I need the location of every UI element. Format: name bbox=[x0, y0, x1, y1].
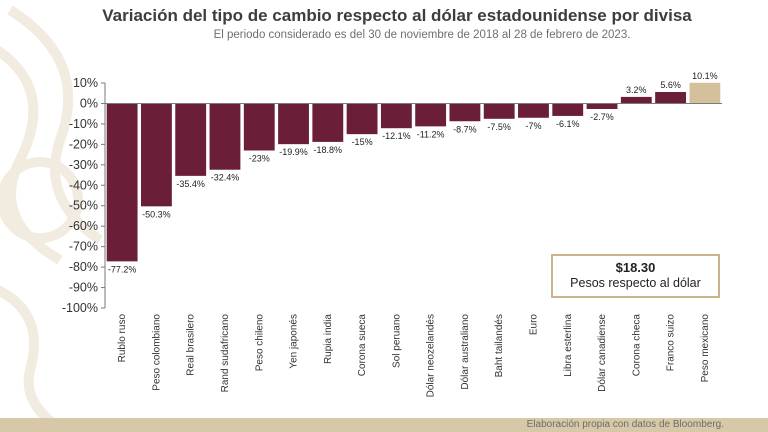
data-label: -23% bbox=[249, 154, 270, 164]
x-tick-label: Euro bbox=[528, 314, 539, 336]
data-label: -77.2% bbox=[108, 264, 137, 274]
bar bbox=[620, 96, 652, 104]
footer-bar: Elaboración propia con datos de Bloomber… bbox=[0, 418, 768, 432]
x-tick-label: Peso colombiano bbox=[151, 314, 162, 391]
data-label: -15% bbox=[352, 137, 373, 147]
y-tick-label: -90% bbox=[69, 281, 98, 295]
data-label: -35.4% bbox=[176, 179, 205, 189]
y-tick-label: -30% bbox=[69, 158, 98, 172]
x-tick-label: Peso mexicano bbox=[700, 314, 711, 383]
data-label: -32.4% bbox=[211, 173, 240, 183]
source-note: Elaboración propia con datos de Bloomber… bbox=[526, 419, 724, 430]
bar bbox=[346, 103, 378, 135]
data-label: -6.1% bbox=[556, 119, 580, 129]
data-label: -50.3% bbox=[142, 209, 171, 219]
bar bbox=[380, 103, 412, 129]
data-label: -19.9% bbox=[279, 147, 308, 157]
data-label: -12.1% bbox=[382, 131, 411, 141]
x-tick-label: Real brasilero bbox=[186, 314, 197, 376]
x-tick-label: Rublo ruso bbox=[117, 314, 128, 363]
bar bbox=[278, 103, 309, 145]
bar bbox=[415, 103, 447, 127]
bar bbox=[552, 103, 584, 116]
exchange-rate-value: $18.30 bbox=[615, 260, 656, 275]
x-tick-label: Peso chileno bbox=[254, 314, 265, 372]
x-tick-label: Rand sudafricano bbox=[220, 314, 231, 393]
data-label: 5.6% bbox=[660, 80, 681, 90]
y-tick-label: -20% bbox=[69, 137, 98, 151]
x-tick-label: Baht tailandés bbox=[494, 314, 505, 377]
y-tick-label: -40% bbox=[69, 178, 98, 192]
data-label: -7% bbox=[525, 121, 541, 131]
exchange-rate-box: $18.30 Pesos respecto al dólar bbox=[551, 254, 720, 298]
x-tick-label: Dólar australiano bbox=[460, 314, 471, 390]
chart-title: Variación del tipo de cambio respecto al… bbox=[102, 6, 692, 25]
bar bbox=[175, 103, 207, 176]
x-tick-label: Corona sueca bbox=[357, 314, 368, 377]
x-tick-label: Libra esterlina bbox=[563, 314, 574, 377]
bar bbox=[655, 92, 687, 104]
data-label: -8.7% bbox=[453, 124, 477, 134]
decorative-watermark bbox=[0, 5, 103, 432]
bar bbox=[518, 103, 549, 118]
y-tick-label: -50% bbox=[69, 199, 98, 213]
chart-subtitle: El periodo considerado es del 30 de novi… bbox=[213, 29, 631, 41]
data-label: -11.2% bbox=[417, 129, 445, 139]
data-label: -7.5% bbox=[487, 122, 511, 132]
x-tick-label: Yen japonés bbox=[289, 314, 300, 369]
y-tick-label: -70% bbox=[69, 240, 98, 254]
bar bbox=[209, 103, 241, 170]
bar bbox=[689, 82, 721, 104]
bar bbox=[586, 103, 618, 109]
bar bbox=[449, 103, 481, 122]
y-tick-label: 10% bbox=[73, 76, 98, 90]
data-label: 3.2% bbox=[626, 85, 647, 95]
data-label: -18.8% bbox=[314, 145, 343, 155]
bar bbox=[243, 103, 275, 151]
data-label: -2.7% bbox=[590, 112, 614, 122]
y-tick-label: 0% bbox=[80, 96, 98, 110]
x-tick-label: Franco suizo bbox=[666, 314, 677, 372]
x-tick-label: Dólar neozelandés bbox=[426, 314, 437, 397]
x-tick-label: Corona checa bbox=[631, 314, 642, 377]
y-tick-label: -10% bbox=[69, 117, 98, 131]
x-tick-label: Rupia india bbox=[323, 314, 334, 364]
y-tick-label: -100% bbox=[62, 301, 98, 315]
x-tick-label: Sol peruano bbox=[391, 314, 402, 368]
x-tick-label: Dólar canadiense bbox=[597, 314, 608, 392]
data-label: 10.1% bbox=[692, 71, 718, 81]
exchange-rate-label: Pesos respecto al dólar bbox=[570, 276, 701, 290]
bar bbox=[140, 103, 172, 207]
bar bbox=[106, 103, 138, 262]
bar bbox=[312, 103, 344, 142]
y-tick-label: -80% bbox=[69, 260, 98, 274]
y-tick-label: -60% bbox=[69, 219, 98, 233]
bar bbox=[483, 103, 515, 119]
